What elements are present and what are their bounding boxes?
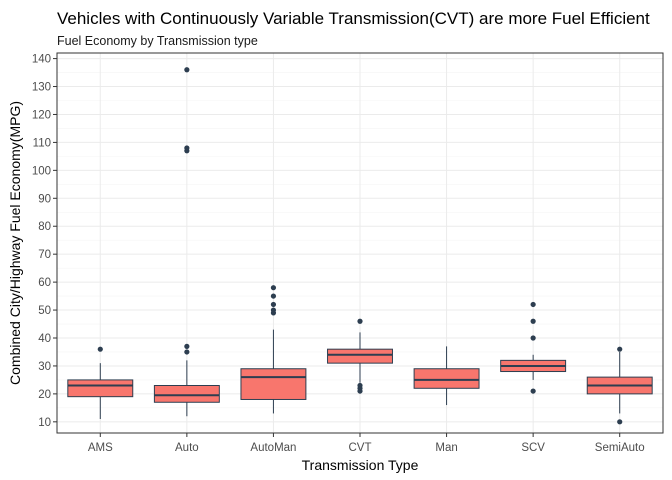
box-group-automan	[240, 285, 307, 414]
y-tick-label: 80	[38, 221, 51, 233]
outlier-point	[617, 346, 623, 352]
box-group-cvt	[327, 318, 393, 394]
y-tick-label: 20	[38, 389, 51, 401]
y-tick-label: 30	[38, 361, 51, 373]
outlier-point	[184, 349, 190, 355]
x-tick-label: CVT	[349, 442, 372, 454]
x-tick-label: Auto	[175, 442, 199, 454]
outlier-point	[530, 335, 536, 341]
outlier-point	[530, 301, 536, 308]
chart-title: Vehicles with Continuously Variable Tran…	[57, 9, 650, 28]
outlier-point	[270, 301, 277, 308]
box-group-ams	[67, 346, 134, 420]
x-tick-label: AutoMan	[250, 442, 296, 454]
outlier-point	[184, 343, 190, 349]
box-group-scv	[500, 301, 567, 394]
box-iqr	[413, 368, 480, 389]
y-tick-label: 100	[32, 165, 51, 177]
chart-subtitle: Fuel Economy by Transmission type	[57, 34, 258, 48]
x-tick-label: AMS	[88, 442, 113, 454]
x-tick-label: Man	[435, 442, 457, 454]
grid-lines	[57, 53, 663, 433]
outlier-point	[184, 67, 190, 73]
box-group-auto	[153, 67, 220, 417]
outlier-point	[97, 346, 103, 352]
y-tick-label: 40	[38, 333, 51, 345]
y-axis-title: Combined City/Highway Fuel Economy(MPG)	[7, 101, 23, 385]
x-tick-label: SemiAuto	[595, 442, 645, 454]
box-iqr	[153, 385, 220, 403]
box-group-semiauto	[586, 346, 653, 425]
y-tick-label: 60	[38, 277, 51, 289]
box-iqr	[240, 368, 307, 400]
outlier-point	[270, 293, 277, 299]
y-tick-label: 70	[38, 249, 51, 261]
axes: 10 20 30 40 50 60 70 80 90 100 110 120 130 140 AMS Auto…	[32, 54, 645, 454]
y-tick-label: 140	[32, 54, 51, 66]
box-group-man	[413, 346, 480, 406]
y-tick-label: 50	[38, 305, 51, 317]
outlier-point	[270, 307, 277, 313]
y-tick-label: 120	[32, 109, 51, 121]
outlier-point	[184, 145, 190, 151]
outlier-point	[357, 382, 363, 389]
boxes	[67, 67, 653, 425]
outlier-point	[270, 285, 277, 291]
y-tick-label: 130	[32, 82, 51, 94]
outlier-point	[530, 318, 536, 324]
y-tick-label: 90	[38, 193, 51, 205]
x-tick-label: SCV	[521, 442, 545, 454]
x-axis-title: Transmission Type	[302, 457, 419, 473]
outlier-point	[530, 388, 536, 394]
y-tick-label: 110	[33, 137, 51, 149]
outlier-point	[617, 419, 623, 425]
y-tick-label: 10	[38, 417, 51, 429]
box-iqr	[327, 348, 393, 364]
box-iqr	[67, 379, 134, 398]
outlier-point	[357, 318, 363, 324]
